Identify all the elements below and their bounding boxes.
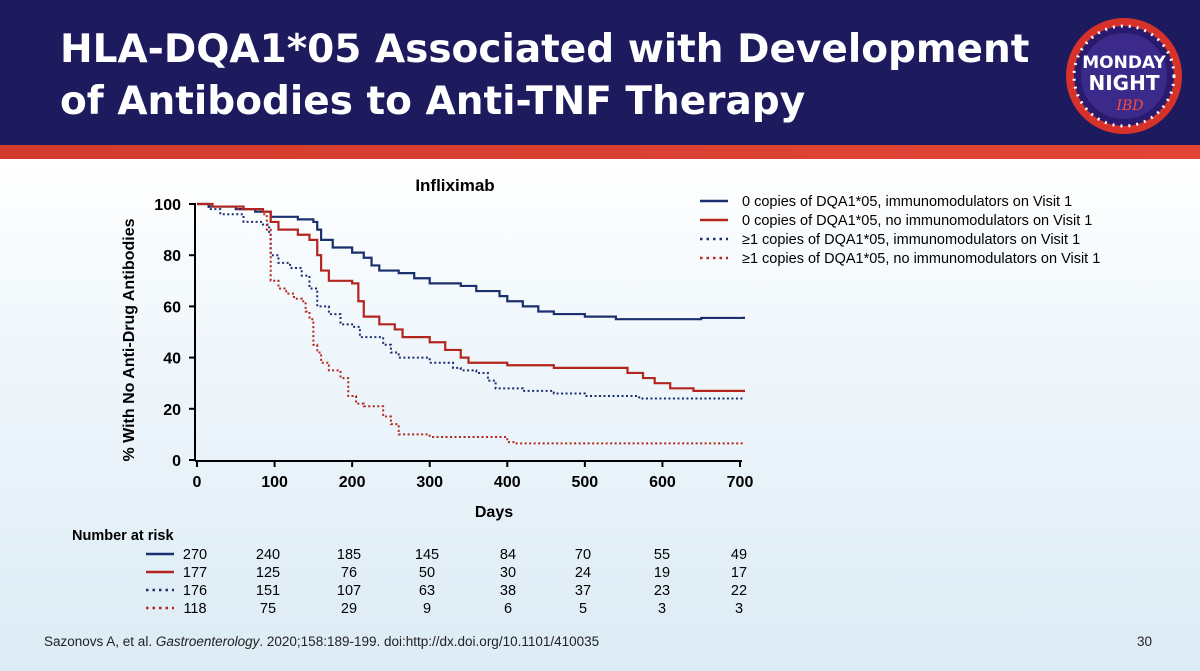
risk-cell: 84 — [500, 547, 516, 563]
survival-curves — [197, 202, 745, 445]
x-tick-label: 0 — [193, 474, 202, 491]
x-tick-label: 300 — [416, 474, 443, 491]
km-curve-2 — [197, 202, 745, 393]
x-tick-label: 100 — [261, 474, 288, 491]
km-curve-1 — [197, 202, 745, 321]
chart-title: Infliximab — [415, 176, 494, 195]
risk-cell: 38 — [500, 583, 516, 599]
x-axis-label: Days — [475, 504, 513, 521]
slide-body — [0, 159, 1200, 671]
risk-cell: 6 — [504, 601, 512, 617]
x-tick-label: 700 — [727, 474, 754, 491]
citation: Sazonovs A, et al. Gastroenterology. 202… — [44, 634, 599, 649]
risk-cell: 5 — [579, 601, 587, 617]
risk-cell: 30 — [500, 565, 516, 581]
x-tick-label: 500 — [572, 474, 599, 491]
legend-label: ≥1 copies of DQA1*05, no immunomodulator… — [742, 251, 1100, 267]
risk-cell: 29 — [341, 601, 357, 617]
risk-table: Number at risk 270 240 185 145 84 70 55 49 177 12… — [72, 528, 747, 617]
risk-cell: 3 — [658, 601, 666, 617]
risk-cell: 240 — [256, 547, 280, 563]
slide-header: HLA-DQA1*05 Associated with Development … — [0, 0, 1200, 145]
risk-cell: 76 — [341, 565, 357, 581]
y-tick-label: 80 — [163, 248, 181, 265]
risk-cell: 151 — [256, 583, 280, 599]
risk-cell: 270 — [183, 547, 207, 563]
risk-cell: 37 — [575, 583, 591, 599]
y-tick-label: 0 — [172, 453, 181, 470]
monday-night-ibd-logo: MONDAY NIGHT IBD — [1066, 18, 1182, 134]
risk-cell: 70 — [575, 547, 591, 563]
page-number: 30 — [1137, 634, 1153, 649]
y-axis-label: % With No Anti-Drug Antibodies — [121, 218, 138, 461]
legend-label: ≥1 copies of DQA1*05, immunomodulators o… — [742, 232, 1080, 248]
y-tick-label: 40 — [163, 351, 181, 368]
risk-cell: 3 — [735, 601, 743, 617]
y-tick-label: 20 — [163, 402, 181, 419]
citation-rest: . 2020;158:189-199. doi:http://dx.doi.or… — [259, 634, 600, 649]
axis-ticks: 0 20 40 60 80 100 0 100 200 300 400 500 600 700 — [154, 197, 753, 491]
risk-cell: 75 — [260, 601, 276, 617]
legend-label: 0 copies of DQA1*05, immunomodulators on… — [742, 194, 1072, 210]
risk-cell: 177 — [183, 565, 207, 581]
citation-authors: Sazonovs A, et al. — [44, 634, 156, 649]
risk-cell: 185 — [337, 547, 361, 563]
logo-text-ibd: IBD — [1115, 98, 1143, 114]
y-tick-label: 100 — [154, 197, 181, 214]
risk-cell: 49 — [731, 547, 747, 563]
x-tick-label: 400 — [494, 474, 521, 491]
accent-bar — [0, 145, 1200, 159]
logo-inner-disc — [1081, 33, 1167, 119]
risk-cell: 145 — [415, 547, 439, 563]
risk-cell: 107 — [337, 583, 361, 599]
citation-journal: Gastroenterology — [155, 634, 260, 649]
x-tick-label: 200 — [339, 474, 366, 491]
legend: 0 copies of DQA1*05, immunomodulators on… — [700, 194, 1100, 267]
risk-cell: 63 — [419, 583, 435, 599]
logo-text-monday: MONDAY — [1082, 53, 1166, 73]
risk-cell: 17 — [731, 565, 747, 581]
risk-cell: 118 — [183, 601, 206, 617]
risk-table-title: Number at risk — [72, 528, 174, 544]
risk-cell: 23 — [654, 583, 670, 599]
risk-cell: 125 — [256, 565, 280, 581]
risk-cell: 50 — [419, 565, 435, 581]
risk-cell: 9 — [423, 601, 431, 617]
km-curve-4 — [197, 203, 744, 445]
risk-cell: 19 — [654, 565, 670, 581]
slide-title: HLA-DQA1*05 Associated with Development … — [60, 27, 1030, 124]
risk-cell: 22 — [731, 583, 747, 599]
risk-cell: 176 — [183, 583, 207, 599]
logo-text-night: NIGHT — [1089, 71, 1160, 95]
legend-label: 0 copies of DQA1*05, no immunomodulators… — [742, 213, 1092, 229]
risk-cell: 24 — [575, 565, 591, 581]
km-curve-3 — [197, 203, 744, 400]
x-tick-label: 600 — [649, 474, 676, 491]
risk-cell: 55 — [654, 547, 670, 563]
y-tick-label: 60 — [163, 299, 181, 316]
